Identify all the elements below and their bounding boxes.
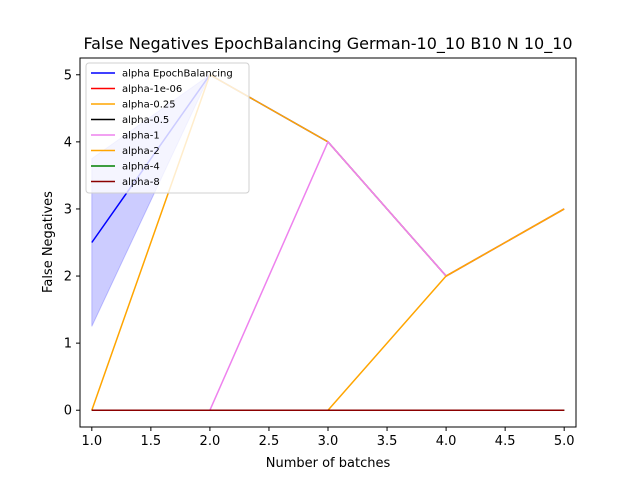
y-tick-label: 2 xyxy=(64,270,72,285)
chart-title: False Negatives EpochBalancing German-10… xyxy=(83,34,572,54)
x-tick-label: 3.5 xyxy=(377,434,398,449)
x-tick-label: 1.0 xyxy=(81,434,102,449)
y-tick-label: 1 xyxy=(64,337,72,352)
legend-label: alpha-1e-06 xyxy=(122,84,182,95)
legend-label: alpha-1 xyxy=(122,131,160,142)
legend-label: alpha-0.25 xyxy=(122,100,176,111)
x-tick-label: 4.0 xyxy=(436,434,457,449)
y-axis-label: False Negatives xyxy=(41,191,56,293)
x-tick-label: 3.0 xyxy=(318,434,339,449)
y-tick-label: 0 xyxy=(64,404,72,419)
legend-label: alpha EpochBalancing xyxy=(122,69,233,80)
y-tick-label: 5 xyxy=(64,68,72,83)
legend-label: alpha-2 xyxy=(122,146,160,157)
legend: alpha EpochBalancing alpha-1e-06 alpha-0.2… xyxy=(85,62,250,194)
legend-box xyxy=(85,62,250,194)
legend-label: alpha-0.5 xyxy=(122,115,169,126)
legend-label: alpha-8 xyxy=(122,177,160,188)
y-axis: 0 1 2 3 4 5 xyxy=(64,68,80,419)
x-tick-label: 2.5 xyxy=(259,434,280,449)
x-axis-label: Number of batches xyxy=(266,456,391,471)
x-tick-label: 5.0 xyxy=(554,434,575,449)
x-tick-label: 1.5 xyxy=(141,434,162,449)
y-tick-label: 3 xyxy=(64,202,72,217)
legend-label: alpha-4 xyxy=(122,162,160,173)
x-tick-label: 4.5 xyxy=(495,434,516,449)
x-tick-label: 2.0 xyxy=(200,434,221,449)
y-tick-label: 4 xyxy=(64,135,72,150)
x-axis: 1.0 1.5 2.0 2.5 3.0 3.5 4.0 4.5 5.0 xyxy=(81,427,575,449)
